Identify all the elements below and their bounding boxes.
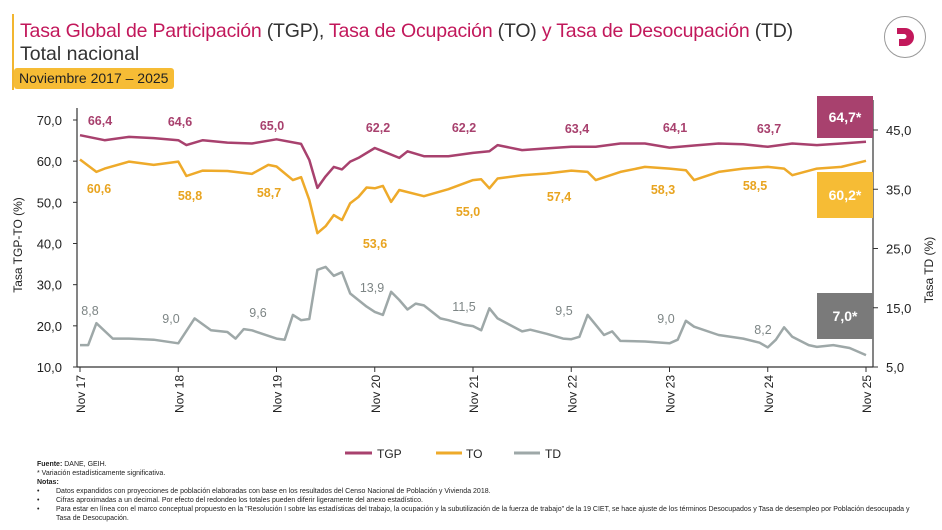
header-accent-bar <box>12 14 14 90</box>
to-series-line <box>79 158 867 235</box>
notes-heading: Notas: <box>37 479 59 486</box>
x-tick-label: Nov 23 <box>664 375 678 413</box>
td-data-label: 8,2 <box>754 323 771 337</box>
to-data-label: 55,0 <box>456 205 480 219</box>
legend-to-label: TO <box>466 447 482 460</box>
dane-logo-icon <box>884 16 926 58</box>
y-right-tick-label: 35,0 <box>886 182 911 197</box>
to-data-label: 60,6 <box>87 182 111 196</box>
y-right-title: Tasa TD (%) <box>922 237 936 303</box>
legend-td-label: TD <box>545 447 561 460</box>
to-data-label: 58,3 <box>651 183 675 197</box>
y-right-tick-label: 5,0 <box>886 360 904 375</box>
page-subtitle: Total nacional <box>20 43 140 65</box>
footnotes: Fuente: DANE, GEIH. * Variación estadíst… <box>37 460 917 523</box>
y-right-tick-label: 45,0 <box>886 123 911 138</box>
y-right-tick-label: 25,0 <box>886 242 911 257</box>
y-left-tick-label: 60,0 <box>37 154 62 169</box>
tgp-series-line <box>79 133 867 190</box>
td-data-label: 13,9 <box>360 281 384 295</box>
tgp-data-label: 64,1 <box>663 121 687 135</box>
tgp-data-label: 63,4 <box>565 122 589 136</box>
to-latest-badge <box>817 172 873 218</box>
y-right-tick-label: 15,0 <box>886 301 911 316</box>
x-tick-label: Nov 24 <box>762 375 776 413</box>
source-note: Fuente: DANE, GEIH. <box>37 461 107 468</box>
td-data-label: 11,5 <box>452 300 475 314</box>
td-latest-badge <box>817 293 873 339</box>
to-latest-value: 60,2* <box>829 187 862 203</box>
note-item: Para estar en línea con el marco concept… <box>37 505 917 523</box>
x-tick-label: Nov 22 <box>565 375 579 413</box>
to-data-label: 57,4 <box>547 190 571 204</box>
tgp-data-label: 62,2 <box>452 121 476 135</box>
to-data-label: 58,8 <box>178 189 202 203</box>
y-left-tick-label: 20,0 <box>37 319 62 334</box>
tgp-latest-badge <box>817 96 873 138</box>
tgp-latest-value: 64,7* <box>829 109 862 125</box>
x-tick-label: Nov 25 <box>860 375 874 413</box>
y-left-tick-label: 10,0 <box>37 360 62 375</box>
to-data-label: 53,6 <box>363 237 387 251</box>
legend: TGP TO TD <box>345 447 561 460</box>
y-left-tick-label: 70,0 <box>37 113 62 128</box>
x-tick-label: Nov 20 <box>369 375 383 413</box>
x-tick-label: Nov 21 <box>467 375 481 413</box>
tgp-data-label: 66,4 <box>88 114 112 128</box>
to-data-label: 58,5 <box>743 179 767 193</box>
tgp-data-label: 63,7 <box>757 122 781 136</box>
y-left-tick-label: 50,0 <box>37 195 62 210</box>
td-data-label: 9,6 <box>249 306 266 320</box>
note-item: Cifras aproximadas a un decimal. Por efe… <box>37 496 917 505</box>
td-data-label: 9,0 <box>657 312 674 326</box>
tgp-data-label: 62,2 <box>366 121 390 135</box>
line-chart: 10,0 20,0 30,0 40,0 50,0 60,0 70,0 5,0 15,0 25,0 3… <box>11 96 936 460</box>
td-data-label: 9,5 <box>555 304 572 318</box>
legend-tgp-label: TGP <box>377 447 402 460</box>
to-data-label: 58,7 <box>257 186 281 200</box>
significance-note: * Variación estadísticamente significati… <box>37 470 166 477</box>
tgp-data-label: 64,6 <box>168 115 192 129</box>
x-tick-label: Nov 19 <box>271 375 285 413</box>
td-data-label: 9,0 <box>162 312 179 326</box>
td-data-label: 8,8 <box>81 304 98 318</box>
td-series-line <box>80 265 867 357</box>
y-left-tick-label: 30,0 <box>37 278 62 293</box>
page-title: Tasa Global de Participación (TGP), Tasa… <box>20 20 793 42</box>
y-left-tick-label: 40,0 <box>37 237 62 252</box>
y-left-title: Tasa TGP-TO (%) <box>11 197 25 293</box>
tgp-data-label: 65,0 <box>260 119 284 133</box>
x-tick-label: Nov 17 <box>74 375 88 413</box>
x-tick-label: Nov 18 <box>172 375 186 413</box>
note-item: Datos expandidos con proyecciones de pob… <box>37 487 917 496</box>
td-latest-value: 7,0* <box>833 308 858 324</box>
period-badge: Noviembre 2017 – 2025 <box>14 68 175 89</box>
